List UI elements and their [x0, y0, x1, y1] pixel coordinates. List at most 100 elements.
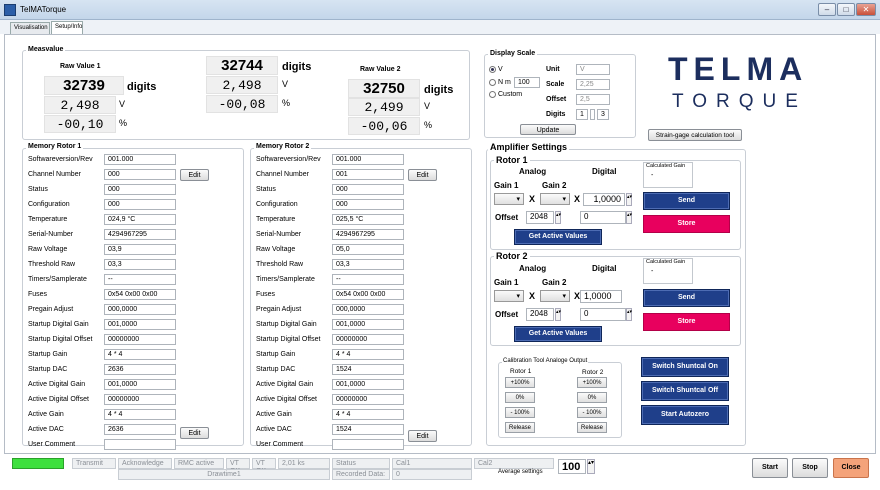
r2-get-active-values-button[interactable]: Get Active Values	[514, 326, 602, 342]
r2-offset-field[interactable]: 2048	[526, 308, 554, 321]
offset-field[interactable]: 2,5	[576, 94, 610, 105]
scale-field[interactable]: 2,25	[576, 79, 610, 90]
mem2-row-value[interactable]: 4 * 4	[332, 409, 404, 420]
average-settings-field[interactable]: 100	[558, 459, 586, 474]
mem2-row-value[interactable]	[332, 439, 404, 450]
close-window-button[interactable]: ✕	[856, 3, 876, 16]
mem1-row-value[interactable]: 000	[104, 199, 176, 210]
mem1-row-value[interactable]: 001,0000	[104, 319, 176, 330]
mem2-row-label: Pregain Adjust	[256, 306, 302, 313]
start-button[interactable]: Start	[752, 458, 788, 478]
r1-send-button[interactable]: Send	[643, 192, 730, 210]
minimize-button[interactable]: –	[818, 3, 836, 16]
mem2-row-value[interactable]: 000,0000	[332, 304, 404, 315]
mem1-comment-edit-button[interactable]: Edit	[180, 427, 209, 439]
r1-digital-offset-spinner[interactable]: ▴▾	[626, 211, 632, 224]
mem2-row-value[interactable]: 0x54 0x00 0x00	[332, 289, 404, 300]
mem1-row-value[interactable]: 001.000	[104, 154, 176, 165]
mem2-edit-button[interactable]: Edit	[408, 169, 437, 181]
cal-r1-release-button[interactable]: Release	[505, 422, 535, 433]
tab-visualisation[interactable]: Visualisation	[10, 22, 50, 34]
mem2-row-value[interactable]: 00000000	[332, 394, 404, 405]
mem1-row-value[interactable]: 00000000	[104, 394, 176, 405]
mem1-row-value[interactable]	[104, 439, 176, 450]
mem2-row-value[interactable]: 001.000	[332, 154, 404, 165]
r1-digital-offset-field[interactable]: 0	[580, 211, 626, 224]
mem1-row-value[interactable]: 4294967295	[104, 229, 176, 240]
mem1-row-value[interactable]: 000,0000	[104, 304, 176, 315]
mem2-row-value[interactable]: 03,3	[332, 259, 404, 270]
mem2-comment-edit-button[interactable]: Edit	[408, 430, 437, 442]
mem2-row-value[interactable]: 4 * 4	[332, 349, 404, 360]
r2-gain1-select[interactable]: ▾	[494, 290, 524, 302]
radio-v[interactable]	[489, 66, 496, 73]
mem1-row-value[interactable]: 4 * 4	[104, 349, 176, 360]
mem1-row-value[interactable]: 001,0000	[104, 379, 176, 390]
mem2-row-value[interactable]: 00000000	[332, 334, 404, 345]
stop-button[interactable]: Stop	[792, 458, 828, 478]
mem1-row-value[interactable]: 0x54 0x00 0x00	[104, 289, 176, 300]
mem1-row-value[interactable]: 000	[104, 184, 176, 195]
mem2-row-value[interactable]: 001,0000	[332, 319, 404, 330]
r2-digital-offset-field[interactable]: 0	[580, 308, 626, 321]
r2-gain1-label: Gain 1	[494, 278, 519, 287]
mem1-row-value[interactable]: 024,9 °C	[104, 214, 176, 225]
r1-store-button[interactable]: Store	[643, 215, 730, 233]
cal-r1-minus100-button[interactable]: - 100%	[505, 407, 535, 418]
update-button[interactable]: Update	[520, 124, 576, 135]
r2-offset-spinner[interactable]: ▴▾	[555, 308, 561, 321]
r1-get-active-values-button[interactable]: Get Active Values	[514, 229, 602, 245]
mem2-row-value[interactable]: 1524	[332, 364, 404, 375]
cal-r2-minus100-button[interactable]: - 100%	[577, 407, 607, 418]
mem1-row-value[interactable]: 4 * 4	[104, 409, 176, 420]
switch-shuntcal-off-button[interactable]: Switch Shuntcal Off	[641, 381, 729, 401]
mem1-row-value[interactable]: 2636	[104, 424, 176, 435]
tab-setup-info[interactable]: Setup/Info	[51, 21, 83, 34]
r2-store-button[interactable]: Store	[643, 313, 730, 331]
r1-offset-spinner[interactable]: ▴▾	[555, 211, 561, 224]
mem2-row-value[interactable]: 000	[332, 184, 404, 195]
unit-field[interactable]: V	[576, 64, 610, 75]
start-autozero-button[interactable]: Start Autozero	[641, 405, 729, 425]
mem2-row-value[interactable]: 1524	[332, 424, 404, 435]
mem2-row-value[interactable]: 025,5 °C	[332, 214, 404, 225]
mem2-row-value[interactable]: 000	[332, 199, 404, 210]
strain-gage-tool-button[interactable]: Strain-gage calculation tool	[648, 129, 742, 141]
mem1-row-value[interactable]: --	[104, 274, 176, 285]
cal-r2-zero-button[interactable]: 0%	[577, 392, 607, 403]
close-button[interactable]: Close	[833, 458, 869, 478]
digits-b-field[interactable]: 3	[597, 109, 609, 120]
cal-r1-zero-button[interactable]: 0%	[505, 392, 535, 403]
switch-shuntcal-on-button[interactable]: Switch Shuntcal On	[641, 357, 729, 377]
mem1-row-value[interactable]: 03,3	[104, 259, 176, 270]
r2-send-button[interactable]: Send	[643, 289, 730, 307]
digits-a-field[interactable]: 1	[576, 109, 588, 120]
r1-digital-gain-field[interactable]: 1,0000	[583, 193, 625, 206]
r1-digital-spinner[interactable]: ▴▾	[626, 193, 632, 206]
r2-digital-gain-field[interactable]: 1,0000	[580, 290, 622, 303]
mem2-row-value[interactable]: 05,0	[332, 244, 404, 255]
cal-r2-release-button[interactable]: Release	[577, 422, 607, 433]
mem1-row-value[interactable]: 2636	[104, 364, 176, 375]
cal-r1-plus100-button[interactable]: +100%	[505, 377, 535, 388]
mem1-edit-button[interactable]: Edit	[180, 169, 209, 181]
mem1-row-value[interactable]: 00000000	[104, 334, 176, 345]
cal-r2-plus100-button[interactable]: +100%	[577, 377, 607, 388]
mem1-row-value[interactable]: 000	[104, 169, 176, 180]
r2-gain2-select[interactable]: ▾	[540, 290, 570, 302]
mem2-row-value[interactable]: 001,0000	[332, 379, 404, 390]
radio-nm[interactable]	[489, 79, 496, 86]
maximize-button[interactable]: □	[837, 3, 855, 16]
r1-gain2-select[interactable]: ▾	[540, 193, 570, 205]
mem1-row-label: Softwareversion/Rev	[28, 156, 93, 163]
radio-custom[interactable]	[489, 91, 496, 98]
nm-value-field[interactable]: 100	[514, 77, 540, 88]
mem2-row-value[interactable]: 4294967295	[332, 229, 404, 240]
average-settings-spinner[interactable]: ▴▾	[587, 459, 595, 474]
mem2-row-value[interactable]: 001	[332, 169, 404, 180]
mem1-row-value[interactable]: 03,9	[104, 244, 176, 255]
r1-offset-field[interactable]: 2048	[526, 211, 554, 224]
r1-gain1-select[interactable]: ▾	[494, 193, 524, 205]
mem2-row-value[interactable]: --	[332, 274, 404, 285]
r2-digital-offset-spinner[interactable]: ▴▾	[626, 308, 632, 321]
